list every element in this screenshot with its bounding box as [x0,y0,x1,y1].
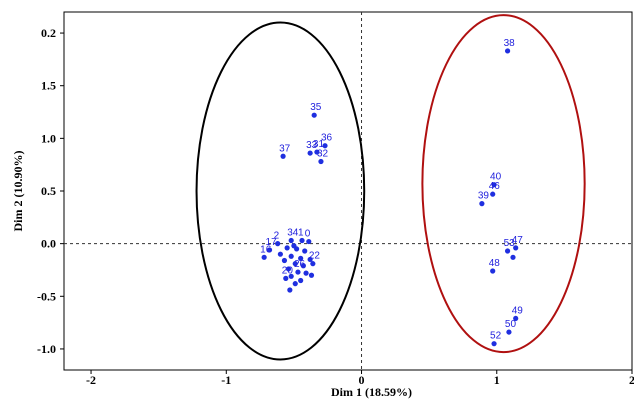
data-point-label: 47 [512,235,524,246]
data-point [491,182,497,188]
data-point-label: 36 [321,133,333,144]
data-point-label: 2 [274,231,280,242]
data-point-label: 40 [490,172,502,183]
data-point [261,254,267,260]
data-point [291,243,297,249]
data-point-label: 26 [294,259,306,270]
data-point [504,248,511,254]
data-point-label: 35 [310,102,322,113]
cluster-ellipse [421,14,586,354]
data-point [287,287,293,293]
data-point-label: 53 [504,238,516,249]
data-point [318,158,324,165]
data-point [295,269,301,275]
data-point-label: 52 [490,331,502,342]
data-point [288,273,294,279]
data-point-label: 49 [512,305,524,316]
data-point [504,48,511,54]
data-point-label: 33 [306,140,318,151]
data-point-label: 1 [298,227,304,238]
data-point [510,254,516,260]
data-point-label: 37 [279,143,291,154]
data-point-label: 34 [287,227,299,238]
data-point-label: 32 [317,149,329,160]
data-point-label: 0 [305,229,311,240]
data-point-label: 16 [260,244,272,255]
plot-border [63,11,633,371]
data-point [292,281,298,287]
data-point [288,253,294,259]
x-tick-label: 1 [494,373,500,387]
data-point-label: 48 [489,258,501,269]
x-tick-label: -1 [221,373,231,387]
data-point [310,261,316,267]
data-point [314,149,320,155]
data-point [277,251,283,257]
y-tick-label: 1.5 [41,79,56,93]
data-point [490,191,496,197]
data-point-label: 20 [282,265,294,276]
data-point-label: 22 [309,251,321,262]
data-point [513,315,519,322]
y-tick-label: 0.0 [41,237,56,251]
data-point-label: 38 [504,38,516,49]
data-point [285,266,292,272]
cluster-ellipses [195,14,586,361]
data-point [280,153,286,159]
data-point [283,275,289,281]
x-axis-title: Dim 1 (18.59%) [331,385,412,399]
data-point [491,341,497,347]
data-point-label: 31 [313,139,325,150]
plot-frame [63,11,633,371]
x-tick-label: 2 [629,373,634,387]
y-tick-label: 0.5 [41,184,56,198]
data-point [513,245,519,251]
y-tick-label: 0.2 [41,26,56,40]
data-point [298,255,304,261]
data-point [479,201,485,207]
y-tick-label: 1.0 [41,131,56,145]
data-point [292,261,298,267]
y-axis-title: Dim 2 (10.90%) [11,151,25,232]
reference-lines [64,12,632,370]
y-tick-label: -1.0 [37,342,56,356]
data-point [299,237,305,244]
data-point [266,247,273,253]
data-point [303,270,309,276]
cluster-ellipse [195,21,366,361]
data-point [506,329,512,335]
data-point [275,241,281,247]
y-axis-ticks: 0.2 1.5 1.0 0.5 0.0 -0.5 -1.0 [37,26,64,356]
data-point [298,277,304,284]
data-point [302,248,308,254]
data-point-label: 17 [266,237,278,248]
data-point [284,245,290,251]
data-point [307,256,313,263]
y-tick-label: -0.5 [37,289,56,303]
data-points [261,48,519,347]
data-point [311,112,317,118]
data-point-label: 39 [478,191,490,202]
data-point [288,237,294,244]
data-point-label: 50 [505,319,517,330]
x-axis-ticks: -2 -1 0 1 2 [86,370,634,387]
data-point [300,263,306,269]
data-point [490,268,496,274]
x-tick-label: 0 [359,373,365,387]
data-point [281,257,288,264]
x-tick-label: -2 [86,373,96,387]
data-point [308,272,315,278]
data-point [306,238,312,245]
data-point [322,143,328,149]
data-point-label: 46 [489,181,501,192]
data-point [307,150,313,156]
